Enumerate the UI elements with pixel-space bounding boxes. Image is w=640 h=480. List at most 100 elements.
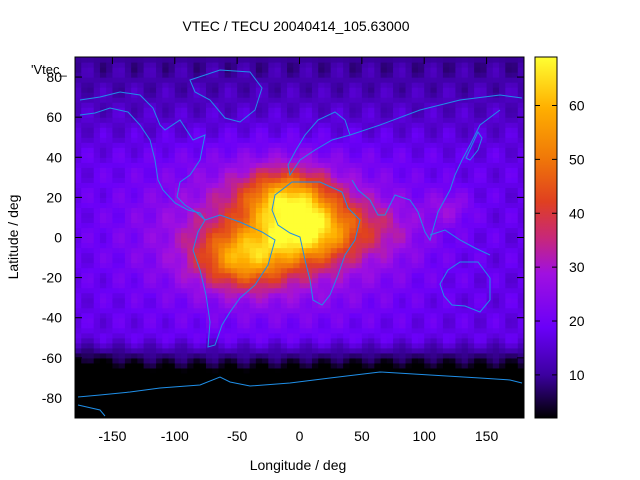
- heatmap-cell: [355, 397, 363, 404]
- heatmap-cell: [124, 317, 132, 324]
- heatmap-cell: [143, 197, 151, 203]
- heatmap-cell: [374, 77, 382, 83]
- heatmap-cell: [274, 387, 282, 394]
- heatmap-cell: [174, 367, 182, 374]
- heatmap-cell: [424, 357, 432, 364]
- heatmap-cell: [112, 137, 120, 143]
- heatmap-cell: [311, 397, 319, 404]
- heatmap-cell: [293, 317, 301, 324]
- heatmap-cell: [368, 307, 375, 314]
- heatmap-cell: [486, 302, 494, 309]
- heatmap-cell: [106, 167, 114, 173]
- heatmap-cell: [293, 367, 301, 374]
- heatmap-cell: [361, 117, 369, 123]
- heatmap-cell: [511, 207, 519, 214]
- heatmap-cell: [193, 237, 201, 244]
- heatmap-cell: [156, 192, 163, 198]
- heatmap-cell: [218, 387, 226, 394]
- heatmap-cell: [374, 247, 382, 254]
- heatmap-cell: [93, 332, 101, 339]
- heatmap-cell: [424, 77, 432, 83]
- heatmap-cell: [299, 117, 307, 123]
- heatmap-cell: [455, 112, 463, 118]
- heatmap-cell: [474, 412, 481, 418]
- heatmap-cell: [330, 362, 338, 369]
- heatmap-cell: [467, 82, 475, 88]
- heatmap-cell: [467, 172, 475, 178]
- heatmap-cell: [143, 322, 151, 329]
- heatmap-cell: [467, 77, 475, 83]
- heatmap-cell: [399, 107, 407, 113]
- heatmap-cell: [168, 107, 176, 113]
- heatmap-cell: [212, 397, 220, 404]
- heatmap-cell: [199, 67, 207, 73]
- heatmap-cell: [81, 347, 89, 354]
- heatmap-cell: [449, 207, 457, 214]
- heatmap-cell: [280, 267, 288, 274]
- heatmap-cell: [361, 77, 369, 83]
- heatmap-cell: [243, 147, 251, 153]
- heatmap-cell: [181, 282, 188, 289]
- heatmap-cell: [455, 167, 463, 173]
- heatmap-cell: [405, 282, 413, 289]
- heatmap-cell: [230, 247, 238, 254]
- heatmap-cell: [436, 177, 444, 183]
- heatmap-cell: [311, 162, 319, 168]
- heatmap-cell: [149, 287, 157, 294]
- heatmap-cell: [405, 337, 413, 344]
- heatmap-cell: [474, 367, 481, 374]
- heatmap-cell: [81, 82, 89, 88]
- heatmap-cell: [343, 287, 350, 294]
- heatmap-cell: [268, 277, 276, 284]
- heatmap-cell: [361, 92, 369, 98]
- heatmap-cell: [287, 137, 294, 143]
- heatmap-cell: [218, 302, 226, 309]
- heatmap-cell: [305, 392, 313, 399]
- heatmap-cell: [118, 237, 126, 244]
- heatmap-cell: [417, 142, 425, 148]
- heatmap-cell: [249, 157, 257, 163]
- heatmap-cell: [249, 197, 257, 203]
- heatmap-cell: [405, 187, 413, 193]
- heatmap-cell: [131, 332, 138, 339]
- heatmap-cell: [499, 192, 506, 198]
- heatmap-cell: [405, 182, 413, 188]
- heatmap-cell: [280, 162, 288, 168]
- heatmap-cell: [287, 107, 294, 113]
- heatmap-cell: [280, 277, 288, 284]
- heatmap-cell: [218, 247, 226, 254]
- heatmap-cell: [442, 357, 450, 364]
- heatmap-cell: [361, 87, 369, 93]
- heatmap-cell: [81, 207, 89, 214]
- heatmap-cell: [174, 82, 182, 88]
- heatmap-cell: [449, 212, 457, 219]
- heatmap-cell: [193, 122, 201, 128]
- heatmap-cell: [124, 332, 132, 339]
- heatmap-cell: [118, 142, 126, 148]
- heatmap-cell: [486, 207, 494, 214]
- heatmap-cell: [436, 327, 444, 334]
- heatmap-cell: [137, 142, 145, 148]
- heatmap-cell: [380, 177, 388, 183]
- heatmap-cell: [374, 362, 382, 369]
- heatmap-cell: [492, 77, 500, 83]
- heatmap-cell: [343, 407, 350, 414]
- heatmap-cell: [330, 177, 338, 183]
- heatmap-cell: [237, 212, 244, 219]
- heatmap-cell: [417, 272, 425, 279]
- heatmap-cell: [436, 362, 444, 369]
- heatmap-cell: [424, 222, 432, 229]
- heatmap-cell: [505, 362, 513, 369]
- heatmap-cell: [212, 167, 220, 173]
- heatmap-cell: [336, 282, 344, 289]
- heatmap-cell: [205, 387, 213, 394]
- heatmap-cell: [287, 167, 294, 173]
- heatmap-cell: [187, 407, 195, 414]
- heatmap-cell: [368, 82, 375, 88]
- heatmap-cell: [162, 327, 170, 334]
- heatmap-cell: [230, 317, 238, 324]
- heatmap-cell: [449, 92, 457, 98]
- heatmap-cell: [230, 352, 238, 359]
- heatmap-cell: [311, 252, 319, 259]
- heatmap-cell: [368, 382, 375, 389]
